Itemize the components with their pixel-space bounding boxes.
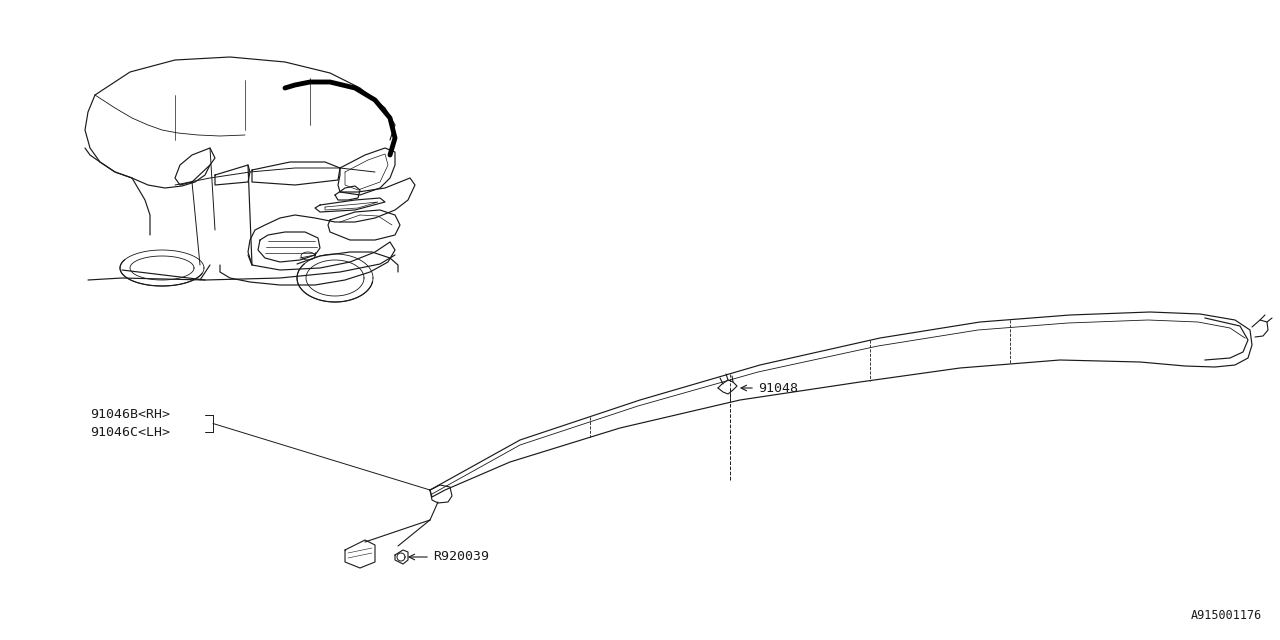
Text: R920039: R920039 <box>433 550 489 563</box>
Text: 91046B<RH>: 91046B<RH> <box>90 408 170 422</box>
Text: A915001176: A915001176 <box>1190 609 1262 622</box>
Text: 91048: 91048 <box>758 381 797 394</box>
Text: 91046C<LH>: 91046C<LH> <box>90 426 170 438</box>
